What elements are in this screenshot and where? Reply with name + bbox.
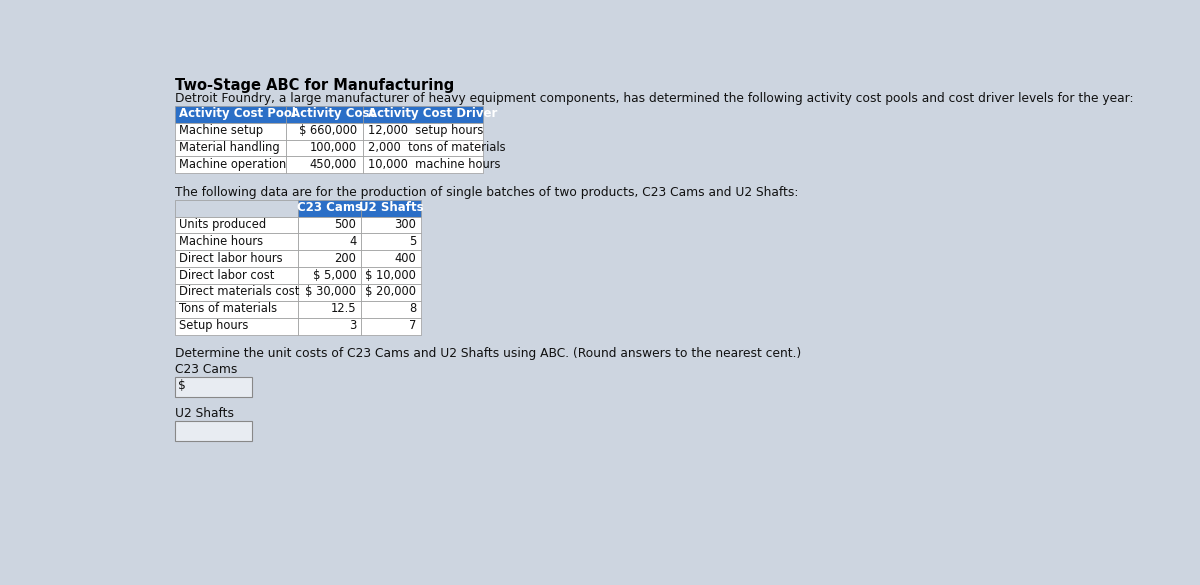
Bar (174, 284, 298, 301)
Text: C23 Cams: C23 Cams (174, 363, 236, 376)
Text: 2,000  tons of materials: 2,000 tons of materials (368, 141, 505, 154)
Bar (361, 250, 421, 267)
Bar (364, 106, 482, 123)
Bar (361, 233, 421, 250)
Text: U2 Shafts: U2 Shafts (359, 201, 424, 214)
Bar (287, 123, 364, 139)
Bar (298, 284, 361, 301)
Bar (298, 199, 361, 216)
Text: Detroit Foundry, a large manufacturer of heavy equipment components, has determi: Detroit Foundry, a large manufacturer of… (174, 92, 1133, 105)
Text: 5: 5 (409, 235, 416, 247)
Text: $ 20,000: $ 20,000 (365, 285, 416, 298)
Text: Material handling: Material handling (179, 141, 280, 154)
Bar (174, 123, 287, 139)
Text: 100,000: 100,000 (310, 141, 358, 154)
Bar (298, 250, 361, 267)
Bar (174, 216, 298, 233)
Bar (361, 199, 421, 216)
Bar (361, 267, 421, 284)
Text: Activity Cost: Activity Cost (290, 107, 374, 120)
Bar (174, 106, 287, 123)
Bar (174, 377, 252, 397)
Text: $: $ (179, 380, 186, 393)
Text: 8: 8 (409, 302, 416, 315)
Text: Machine hours: Machine hours (179, 235, 263, 247)
Bar (174, 199, 298, 216)
Text: 10,000  machine hours: 10,000 machine hours (368, 157, 500, 171)
Bar (364, 156, 482, 173)
Bar (361, 301, 421, 318)
Bar (174, 156, 287, 173)
Text: Tons of materials: Tons of materials (179, 302, 277, 315)
Bar (364, 139, 482, 156)
Bar (174, 267, 298, 284)
Text: Setup hours: Setup hours (179, 319, 248, 332)
Text: $ 30,000: $ 30,000 (305, 285, 356, 298)
Text: $ 660,000: $ 660,000 (299, 124, 358, 137)
Bar (174, 318, 298, 335)
Bar (364, 123, 482, 139)
Bar (298, 301, 361, 318)
Bar (361, 284, 421, 301)
Text: Activity Cost Driver: Activity Cost Driver (368, 107, 497, 120)
Text: Direct labor hours: Direct labor hours (179, 252, 283, 264)
Bar (174, 421, 252, 441)
Bar (298, 233, 361, 250)
Text: 4: 4 (349, 235, 356, 247)
Bar (174, 250, 298, 267)
Text: 450,000: 450,000 (310, 157, 358, 171)
Text: 500: 500 (335, 218, 356, 230)
Bar (287, 139, 364, 156)
Text: 3: 3 (349, 319, 356, 332)
Text: Units produced: Units produced (179, 218, 266, 230)
Text: Direct labor cost: Direct labor cost (179, 269, 275, 281)
Bar (174, 233, 298, 250)
Text: Direct materials cost: Direct materials cost (179, 285, 300, 298)
Text: Machine setup: Machine setup (179, 124, 263, 137)
Bar (361, 216, 421, 233)
Text: The following data are for the production of single batches of two products, C23: The following data are for the productio… (174, 185, 798, 199)
Bar (174, 139, 287, 156)
Bar (298, 216, 361, 233)
Text: 400: 400 (395, 252, 416, 264)
Text: C23 Cams: C23 Cams (296, 201, 362, 214)
Bar (287, 156, 364, 173)
Text: 7: 7 (409, 319, 416, 332)
Text: Machine operation: Machine operation (179, 157, 287, 171)
Text: 200: 200 (335, 252, 356, 264)
Text: U2 Shafts: U2 Shafts (174, 408, 234, 421)
Bar (298, 318, 361, 335)
Text: 12,000  setup hours: 12,000 setup hours (368, 124, 484, 137)
Text: Determine the unit costs of C23 Cams and U2 Shafts using ABC. (Round answers to : Determine the unit costs of C23 Cams and… (174, 347, 800, 360)
Text: Activity Cost Pool: Activity Cost Pool (179, 107, 296, 120)
Bar (298, 267, 361, 284)
Bar (287, 106, 364, 123)
Text: Two-Stage ABC for Manufacturing: Two-Stage ABC for Manufacturing (174, 78, 454, 93)
Text: 12.5: 12.5 (331, 302, 356, 315)
Bar (361, 318, 421, 335)
Text: $ 5,000: $ 5,000 (312, 269, 356, 281)
Text: 300: 300 (395, 218, 416, 230)
Text: $ 10,000: $ 10,000 (366, 269, 416, 281)
Bar (174, 301, 298, 318)
